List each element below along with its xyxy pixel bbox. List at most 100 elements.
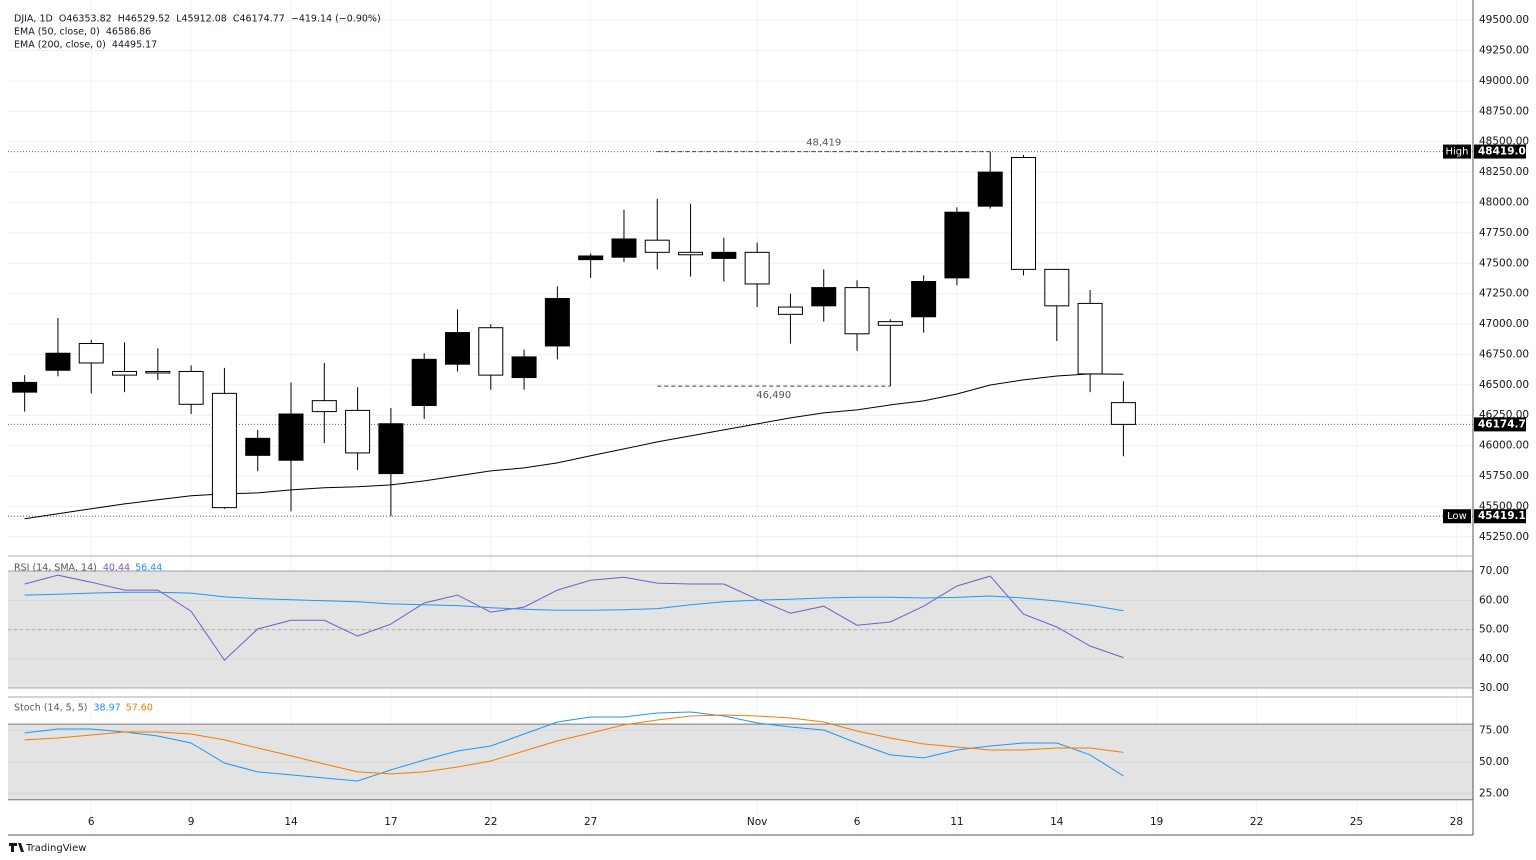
candle-body xyxy=(844,287,870,335)
candle-body xyxy=(444,332,470,365)
candle-body xyxy=(877,321,903,326)
x-tick-label: 27 xyxy=(584,816,597,828)
y-tick-label: 47500.00 xyxy=(1479,257,1529,269)
y-tick-label: 48750.00 xyxy=(1479,105,1529,117)
candle-body xyxy=(511,356,537,379)
price-tag xyxy=(1474,509,1526,524)
series-line xyxy=(24,711,1124,782)
y-tick-label: 25.00 xyxy=(1479,787,1509,799)
candle-body xyxy=(911,281,937,318)
candle-body xyxy=(311,400,337,413)
legend-title: RSI (14, SMA, 14) xyxy=(14,563,97,574)
candle-body xyxy=(644,239,670,253)
logo xyxy=(9,843,24,852)
price-tag-name: Low xyxy=(1447,511,1467,522)
candle-body xyxy=(744,251,770,285)
candle-body xyxy=(611,238,637,258)
y-tick-label: 46750.00 xyxy=(1479,348,1529,360)
candle-body xyxy=(211,392,237,509)
candle-body xyxy=(45,352,71,371)
x-tick-label: 17 xyxy=(384,816,397,828)
candle-body xyxy=(278,413,304,461)
y-tick-label: 75.00 xyxy=(1479,724,1509,736)
candle-body xyxy=(1011,157,1037,270)
price-tag-name-box xyxy=(1443,144,1471,159)
legend-value: 38.97 xyxy=(94,703,121,714)
candle-body xyxy=(78,343,104,364)
x-tick-label: 28 xyxy=(1450,816,1463,828)
x-tick-label: 22 xyxy=(1250,816,1263,828)
annotation-label: 48,419 xyxy=(806,138,841,149)
series-line xyxy=(24,591,1124,612)
y-tick-label: 30.00 xyxy=(1479,682,1509,694)
y-tick-label: 49000.00 xyxy=(1479,75,1529,87)
price-tag xyxy=(1474,144,1526,159)
legend-value: 56.44 xyxy=(135,563,162,574)
x-tick-label: 19 xyxy=(1150,816,1163,828)
legend-value: 40.44 xyxy=(103,563,130,574)
y-tick-label: 70.00 xyxy=(1479,565,1509,577)
x-tick-label: 14 xyxy=(284,816,298,828)
candle-body xyxy=(411,358,437,407)
y-tick-label: 46500.00 xyxy=(1479,379,1529,391)
footer: TradingView xyxy=(25,843,86,854)
y-tick-label: 46000.00 xyxy=(1479,440,1529,452)
x-tick-label: 6 xyxy=(88,816,95,828)
y-tick-label: 47250.00 xyxy=(1479,288,1529,300)
candle-body xyxy=(977,171,1003,207)
annotation-label: 46,490 xyxy=(756,390,791,401)
x-tick-label: 9 xyxy=(188,816,195,828)
price-tag-label: 45419.14 xyxy=(1478,510,1533,522)
candle-body xyxy=(678,251,704,256)
candle-body xyxy=(811,287,837,307)
price-tag xyxy=(1474,417,1526,432)
y-tick-label: 45250.00 xyxy=(1479,531,1529,543)
x-tick-label: 25 xyxy=(1350,816,1363,828)
candle-body xyxy=(1110,402,1136,425)
y-tick-label: 45750.00 xyxy=(1479,470,1529,482)
series-line xyxy=(24,373,1124,520)
legend-line: EMA (50, close, 0) 46586.86 xyxy=(14,27,151,38)
price-tag-label: 48419.01 xyxy=(1478,146,1533,158)
y-tick-label: 49500.00 xyxy=(1479,14,1529,26)
legend-value: 57.60 xyxy=(126,703,153,714)
y-tick-label: 47000.00 xyxy=(1479,318,1529,330)
legend-line: EMA (200, close, 0) 44495.17 xyxy=(14,40,157,51)
candle-body xyxy=(345,409,371,454)
y-tick-label: 60.00 xyxy=(1479,594,1509,606)
candle-body xyxy=(112,370,138,376)
y-tick-label: 50.00 xyxy=(1479,624,1509,636)
y-tick-label: 50.00 xyxy=(1479,756,1509,768)
legend-line: DJIA, 1D O46353.82 H46529.52 L45912.08 C… xyxy=(14,14,381,25)
candle-body xyxy=(578,255,604,261)
candle-body xyxy=(1044,268,1070,307)
candle-body xyxy=(478,327,504,376)
price-tag-name: High xyxy=(1446,147,1469,158)
price-tag-name-box xyxy=(1443,509,1471,524)
candle-body xyxy=(777,306,803,315)
candle-body xyxy=(145,370,171,374)
series-line xyxy=(24,574,1124,661)
candle-body xyxy=(544,298,570,347)
y-tick-label: 48250.00 xyxy=(1479,166,1529,178)
candle-body xyxy=(944,211,970,279)
candle-body xyxy=(711,251,737,259)
candle-body xyxy=(12,381,38,393)
label-layer: 6 9 14 17 22 27 Nov 6 11 14 19 22 25 2845250.0045500.… xyxy=(14,14,1533,829)
y-tick-label: 47750.00 xyxy=(1479,227,1529,239)
legend-title: Stoch (14, 5, 5) xyxy=(14,703,88,714)
price-tag-label: 46174.77 xyxy=(1478,418,1533,430)
candle-body xyxy=(1077,302,1103,375)
x-tick-label: 11 xyxy=(950,816,963,828)
y-tick-label: 40.00 xyxy=(1479,653,1509,665)
candle-body xyxy=(178,370,204,405)
x-tick-label: 22 xyxy=(484,816,497,828)
x-tick-label: Nov xyxy=(747,816,768,828)
y-tick-label: 48000.00 xyxy=(1479,197,1529,209)
candle-body xyxy=(378,423,404,475)
under-layer xyxy=(8,0,1473,835)
plot-layer xyxy=(12,151,1136,782)
x-tick-label: 14 xyxy=(1050,816,1064,828)
